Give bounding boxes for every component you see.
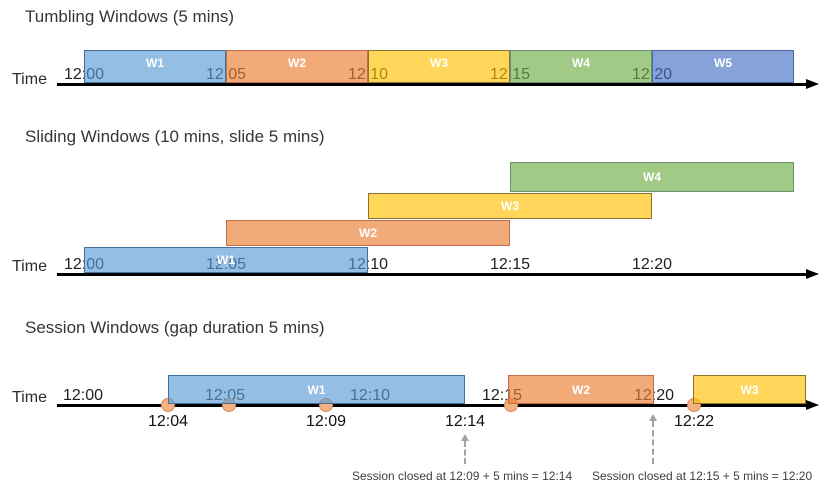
callout-arrow-icon	[461, 434, 469, 441]
window-box	[368, 50, 510, 83]
callout-text: Session closed at 12:15 + 5 mins = 12:20	[592, 469, 813, 483]
section-title-session: Session Windows (gap duration 5 mins)	[25, 318, 325, 337]
window-label: W2	[572, 383, 590, 397]
tick-label: 12:15	[489, 256, 531, 273]
timeline	[57, 404, 807, 407]
window-box	[226, 50, 368, 83]
window-label: W4	[572, 56, 590, 70]
event-time-label: 12:04	[147, 413, 189, 430]
window-label: W4	[643, 170, 661, 184]
window-label: W1	[146, 56, 164, 70]
window-label: W3	[501, 199, 519, 213]
callout-arrow-icon	[649, 414, 657, 421]
window-box	[652, 50, 794, 83]
window-box	[693, 375, 806, 404]
timeline	[57, 273, 807, 276]
window-box	[168, 375, 465, 404]
time-axis-label: Time	[12, 71, 47, 88]
section-title-sliding: Sliding Windows (10 mins, slide 5 mins)	[25, 127, 325, 146]
window-label: W3	[740, 383, 759, 397]
window-box	[84, 247, 368, 273]
tick-label: 12:20	[631, 256, 673, 273]
callout-arrow-shaft	[652, 421, 654, 464]
window-label: W1	[307, 383, 326, 397]
window-label: W5	[714, 56, 732, 70]
event-time-label: 12:09	[305, 413, 347, 430]
timeline-arrow-icon	[806, 79, 819, 89]
window-label: W1	[217, 253, 235, 267]
callout-arrow-shaft	[464, 441, 466, 464]
section-title-tumbling: Tumbling Windows (5 mins)	[25, 7, 235, 26]
timeline-arrow-icon	[806, 269, 819, 279]
callout-text: Session closed at 12:09 + 5 mins = 12:14	[352, 469, 573, 483]
time-axis-label: Time	[12, 258, 47, 275]
timeline	[57, 83, 807, 86]
window-box	[368, 193, 652, 219]
window-box	[510, 162, 794, 192]
window-box	[84, 50, 226, 83]
tick-label: 12:00	[62, 387, 104, 404]
window-box	[508, 375, 654, 404]
window-label: W2	[359, 226, 377, 240]
timeline-arrow-icon	[806, 400, 819, 410]
time-axis-label: Time	[12, 389, 47, 406]
window-label: W2	[288, 56, 306, 70]
window-box	[226, 220, 510, 246]
window-label: W3	[430, 56, 448, 70]
event-time-label: 12:14	[444, 413, 486, 430]
event-time-label: 12:22	[673, 413, 715, 430]
window-box	[510, 50, 652, 83]
